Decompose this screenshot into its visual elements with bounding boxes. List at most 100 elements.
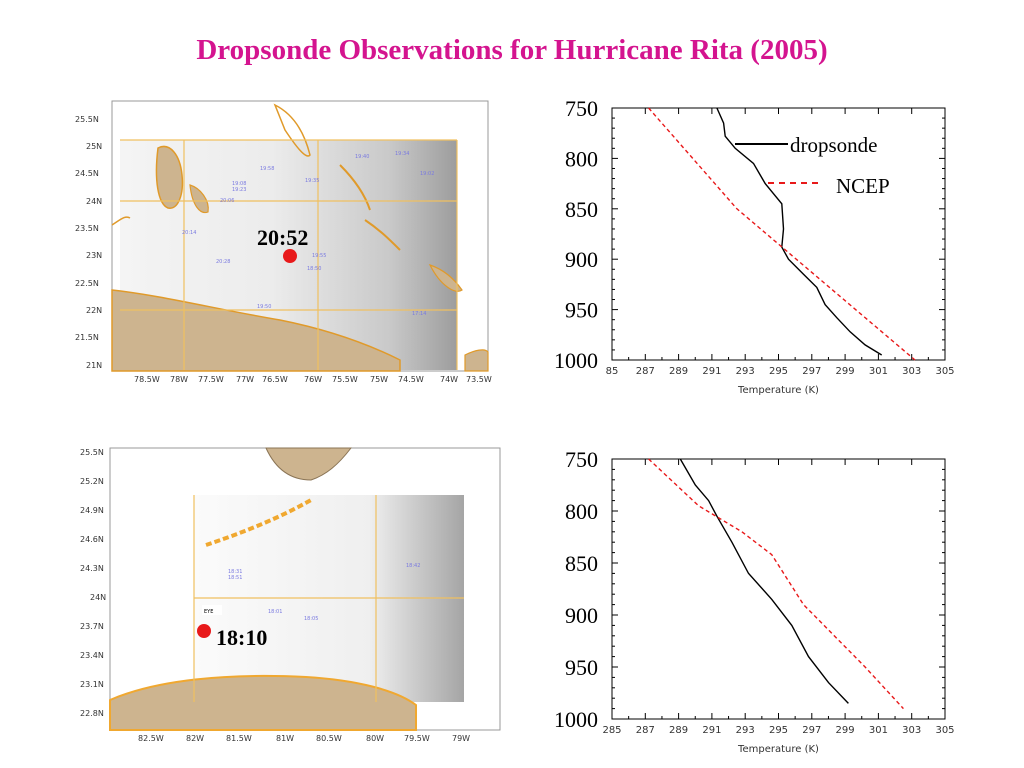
obs-label: 19:58	[260, 166, 274, 172]
series-line-ncep	[648, 107, 916, 361]
x-tick-label: 285	[602, 725, 621, 736]
y-tick-label: 850	[565, 551, 598, 576]
obs-label: 18:42	[406, 563, 420, 569]
lon-label: 74W	[440, 375, 458, 384]
lat-label: 22.5N	[75, 279, 99, 288]
land-inagua	[428, 263, 463, 292]
lat-labels-top: 25.5N 25N 24.5N 24N 23.5N 23N 22.5N 22N …	[75, 115, 102, 370]
lon-label: 78W	[170, 375, 188, 384]
series-line-dropsonde	[679, 458, 849, 704]
land-andros	[155, 145, 184, 209]
obs-label: 18:50	[307, 266, 321, 272]
x-tick-label: 303	[902, 725, 921, 736]
series-line-dropsonde	[716, 107, 883, 356]
x-axis-title: Temperature (K)	[737, 744, 819, 755]
lat-label: 22.8N	[80, 709, 104, 718]
lon-label: 77.5W	[198, 375, 224, 384]
eye-label-bg	[202, 605, 222, 615]
lon-label: 76W	[304, 375, 322, 384]
obs-label: 20:06	[220, 198, 234, 204]
drop-point-marker	[283, 249, 297, 263]
temperature-profile-bottom: 285 287 289 291 293 295 297 299 301 303 305 750 800 8…	[530, 443, 970, 768]
lat-label: 24.6N	[80, 535, 104, 544]
x-tick-label: 305	[935, 725, 954, 736]
x-tick-label: 299	[836, 725, 855, 736]
obs-label: 19:40	[355, 154, 369, 160]
lon-labels-bottom: 82.5W 82W 81.5W 81W 80.5W 80W 79.5W 79W	[138, 734, 470, 743]
x-tick-label: 297	[802, 366, 821, 377]
land-island	[189, 184, 209, 214]
y-tick-label: 800	[565, 499, 598, 524]
lon-label: 75W	[370, 375, 388, 384]
obs-label: 18:01	[268, 609, 282, 615]
lon-label: 78.5W	[134, 375, 160, 384]
obs-label: 19:35	[305, 178, 319, 184]
y-tick-label: 950	[565, 655, 598, 680]
map-grid	[120, 139, 458, 370]
lon-label: 77W	[236, 375, 254, 384]
lon-label: 81W	[276, 734, 294, 743]
obs-label: 20:28	[216, 259, 230, 265]
lat-label: 21.5N	[75, 333, 99, 342]
obs-label: 19:55	[312, 253, 326, 259]
y-tick-label: 1000	[554, 707, 598, 732]
lon-label: 80W	[366, 734, 384, 743]
lon-label: 73.5W	[466, 375, 492, 384]
x-tick-label: 287	[636, 366, 655, 377]
lon-label: 79W	[452, 734, 470, 743]
lat-label: 24N	[86, 197, 102, 206]
plot-frame	[611, 458, 946, 720]
obs-label: 19:50	[257, 304, 271, 310]
plot-frame	[611, 107, 946, 361]
x-tick-label: 295	[769, 366, 788, 377]
lon-label: 82.5W	[138, 734, 164, 743]
land-haiti	[464, 349, 489, 372]
drop-point-marker	[197, 624, 211, 638]
lat-label: 25.5N	[80, 448, 104, 457]
x-tick-label: 293	[736, 366, 755, 377]
lat-label: 25.2N	[80, 477, 104, 486]
lon-label: 82W	[186, 734, 204, 743]
x-tick-label: 85	[606, 366, 619, 377]
y-tick-label: 1000	[554, 348, 598, 373]
x-axis-title: Temperature (K)	[737, 385, 819, 396]
land-florida	[265, 447, 353, 481]
lat-label: 25N	[86, 142, 102, 151]
lat-label: 23.7N	[80, 622, 104, 631]
lat-labels-bottom: 25.5N 25.2N 24.9N 24.6N 24.3N 24N 23.7N …	[80, 448, 106, 718]
series-line-ncep	[648, 458, 904, 710]
x-tick-label: 291	[702, 366, 721, 377]
lat-label: 24.5N	[75, 169, 99, 178]
obs-label: 18:51	[228, 575, 242, 581]
land-eleuthera	[273, 103, 311, 157]
land-cuba	[109, 674, 417, 731]
x-tick-label: 287	[636, 725, 655, 736]
land-cat-island	[339, 164, 371, 211]
map-grid	[193, 495, 464, 702]
y-tick-label: 750	[565, 96, 598, 121]
drop-time-label: 20:52	[257, 225, 308, 250]
lon-label: 75.5W	[332, 375, 358, 384]
lon-labels-top: 78.5W 78W 77.5W 77W 76.5W 76W 75.5W 75W …	[134, 375, 492, 384]
legend-label-dropsonde: dropsonde	[790, 133, 878, 157]
obs-label: 18:31	[228, 569, 242, 575]
obs-label: 19:23	[232, 187, 246, 193]
x-tick-label: 297	[802, 725, 821, 736]
x-tick-label: 289	[669, 366, 688, 377]
obs-label: 17:14	[412, 311, 426, 317]
obs-label: 20:14	[182, 230, 196, 236]
land-long-island	[364, 219, 401, 251]
obs-label: 18:05	[304, 616, 318, 622]
x-tick-label: 295	[769, 725, 788, 736]
y-tick-label: 950	[565, 298, 598, 323]
lon-label: 80.5W	[316, 734, 342, 743]
land-florida-keys	[111, 216, 131, 226]
legend-label-ncep: NCEP	[836, 174, 890, 198]
lat-label: 24.9N	[80, 506, 104, 515]
x-tick-label: 291	[702, 725, 721, 736]
lat-label: 23N	[86, 251, 102, 260]
y-tick-label: 750	[565, 447, 598, 472]
x-tick-label: 293	[736, 725, 755, 736]
satellite-map-top: 19:40 19:34 19:02 19:58 19:08 19:23 19:3…	[70, 100, 510, 390]
lat-label: 22N	[86, 306, 102, 315]
